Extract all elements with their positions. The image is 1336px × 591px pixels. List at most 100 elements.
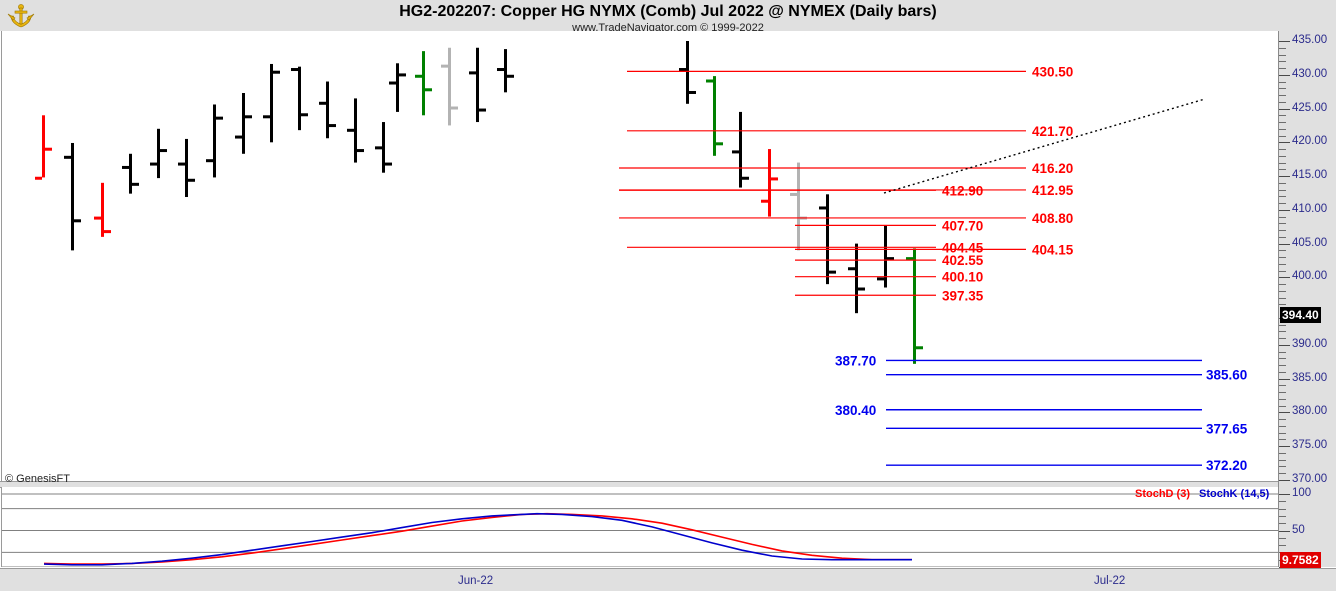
price-axis-minor-tick xyxy=(1279,189,1286,191)
ohlc-bar xyxy=(122,153,139,194)
ohlc-bar xyxy=(848,243,865,314)
legend-stoch-d[interactable]: StochD (3) xyxy=(1135,488,1190,500)
watermark: © GenesisFT xyxy=(5,473,70,485)
date-axis[interactable]: Jun-22 Jul-22 xyxy=(0,568,1336,591)
price-axis-minor-tick xyxy=(1279,182,1286,184)
stoch-axis-tick xyxy=(1279,530,1290,532)
price-axis-tick xyxy=(1279,108,1290,110)
price-axis-minor-tick xyxy=(1279,81,1286,83)
ohlc-bar xyxy=(94,182,111,237)
price-axis-label: 435.00 xyxy=(1292,34,1328,46)
ohlc-bar xyxy=(263,63,280,143)
price-axis-label: 430.00 xyxy=(1292,67,1328,80)
ohlc-bar xyxy=(347,98,364,163)
ohlc-bar xyxy=(790,162,807,251)
price-axis-label: 380.00 xyxy=(1292,405,1328,418)
ohlc-bar xyxy=(178,138,195,198)
price-axis-tick xyxy=(1279,142,1290,144)
price-axis-minor-tick xyxy=(1279,304,1286,306)
resistance-label: 412.95 xyxy=(1032,183,1074,198)
legend-stoch-k[interactable]: StochK (14,5) xyxy=(1199,488,1270,500)
stochastic-plot xyxy=(2,493,1278,567)
resistance-label: 400.10 xyxy=(942,270,983,285)
ohlc-bar xyxy=(291,66,308,131)
ohlc-bar xyxy=(206,104,223,178)
price-axis-minor-tick xyxy=(1279,331,1286,333)
stochastic-pane[interactable] xyxy=(1,487,1278,567)
support-label: 385.60 xyxy=(1206,368,1247,383)
resistance-label: 421.70 xyxy=(1032,124,1073,139)
ohlc-bar xyxy=(441,47,458,126)
price-axis-minor-tick xyxy=(1279,439,1286,441)
stoch-d-line xyxy=(43,512,912,565)
ohlc-bar xyxy=(732,111,749,188)
price-axis-minor-tick xyxy=(1279,405,1286,407)
price-axis-minor-tick xyxy=(1279,419,1286,421)
date-label-jul: Jul-22 xyxy=(1094,575,1126,587)
price-axis-minor-tick xyxy=(1279,169,1286,171)
resistance-label: 408.80 xyxy=(1032,211,1073,226)
ohlc-bar xyxy=(706,76,723,156)
price-axis-minor-tick xyxy=(1279,263,1286,265)
ohlc-bar xyxy=(389,63,406,112)
price-axis-minor-tick xyxy=(1279,385,1286,387)
price-axis-minor-tick xyxy=(1279,398,1286,400)
chart-header: HG2-202207: Copper HG NYMX (Comb) Jul 20… xyxy=(0,0,1336,34)
price-axis-minor-tick xyxy=(1279,365,1286,367)
price-axis-minor-tick xyxy=(1279,122,1286,124)
stoch-axis-minor-tick xyxy=(1279,508,1286,510)
current-price-tag: 394.40 xyxy=(1280,307,1321,324)
ohlc-bar xyxy=(877,225,894,288)
price-axis-tick xyxy=(1279,480,1290,481)
genesis-anchor-logo xyxy=(6,2,36,29)
price-axis-tick xyxy=(1279,41,1290,42)
ohlc-bar xyxy=(761,149,778,217)
price-axis-minor-tick xyxy=(1279,459,1286,461)
price-axis-minor-tick xyxy=(1279,425,1286,427)
price-plot: 430.50 421.70 416.20 412.95 412.90 408.80 407.… xyxy=(35,41,1248,473)
pane-divider-top xyxy=(0,481,1336,482)
trendline[interactable] xyxy=(883,98,1206,194)
price-axis-minor-tick xyxy=(1279,466,1286,468)
stoch-axis-label: 50 xyxy=(1292,523,1305,536)
price-axis-minor-tick xyxy=(1279,432,1286,434)
price-axis-tick xyxy=(1279,344,1290,346)
price-pane[interactable]: 430.50 421.70 416.20 412.95 412.90 408.80 407.… xyxy=(1,31,1278,481)
stoch-axis-minor-tick xyxy=(1279,501,1286,503)
price-axis-minor-tick xyxy=(1279,196,1286,198)
support-label: 380.40 xyxy=(835,403,876,418)
price-axis-minor-tick xyxy=(1279,101,1286,103)
price-axis-minor-tick xyxy=(1279,230,1286,232)
ohlc-bar xyxy=(35,115,52,180)
price-axis-tick xyxy=(1279,277,1290,279)
price-axis-label: 400.00 xyxy=(1292,270,1328,283)
ohlc-bar xyxy=(497,49,514,93)
price-axis-minor-tick xyxy=(1279,216,1286,218)
date-label-jun: Jun-22 xyxy=(458,575,494,587)
price-axis-minor-tick xyxy=(1279,338,1286,340)
price-axis-tick xyxy=(1279,243,1290,245)
price-axis-minor-tick xyxy=(1279,95,1286,97)
price-axis-minor-tick xyxy=(1279,270,1286,272)
price-axis-tick xyxy=(1279,74,1290,76)
price-axis-minor-tick xyxy=(1279,290,1286,292)
price-axis-label: 390.00 xyxy=(1292,337,1328,350)
price-axis-tick xyxy=(1279,209,1290,211)
resistance-label: 430.50 xyxy=(1032,64,1073,79)
price-axis-minor-tick xyxy=(1279,149,1286,151)
price-axis-minor-tick xyxy=(1279,351,1286,353)
price-axis-tick xyxy=(1279,412,1290,414)
support-label: 387.70 xyxy=(835,353,876,368)
stoch-axis-minor-tick xyxy=(1279,545,1286,547)
price-axis-label: 425.00 xyxy=(1292,101,1328,114)
price-axis[interactable]: 435.00 430.00 425.00 420.00 415.00 410.00 405.… xyxy=(1278,31,1336,572)
page-title: HG2-202207: Copper HG NYMX (Comb) Jul 20… xyxy=(399,3,937,20)
ohlc-bar xyxy=(375,122,392,173)
price-axis-minor-tick xyxy=(1279,473,1286,475)
price-axis-label: 420.00 xyxy=(1292,135,1328,148)
price-axis-minor-tick xyxy=(1279,223,1286,225)
price-axis-minor-tick xyxy=(1279,162,1286,164)
price-axis-minor-tick xyxy=(1279,371,1286,373)
price-axis-tick xyxy=(1279,378,1290,380)
